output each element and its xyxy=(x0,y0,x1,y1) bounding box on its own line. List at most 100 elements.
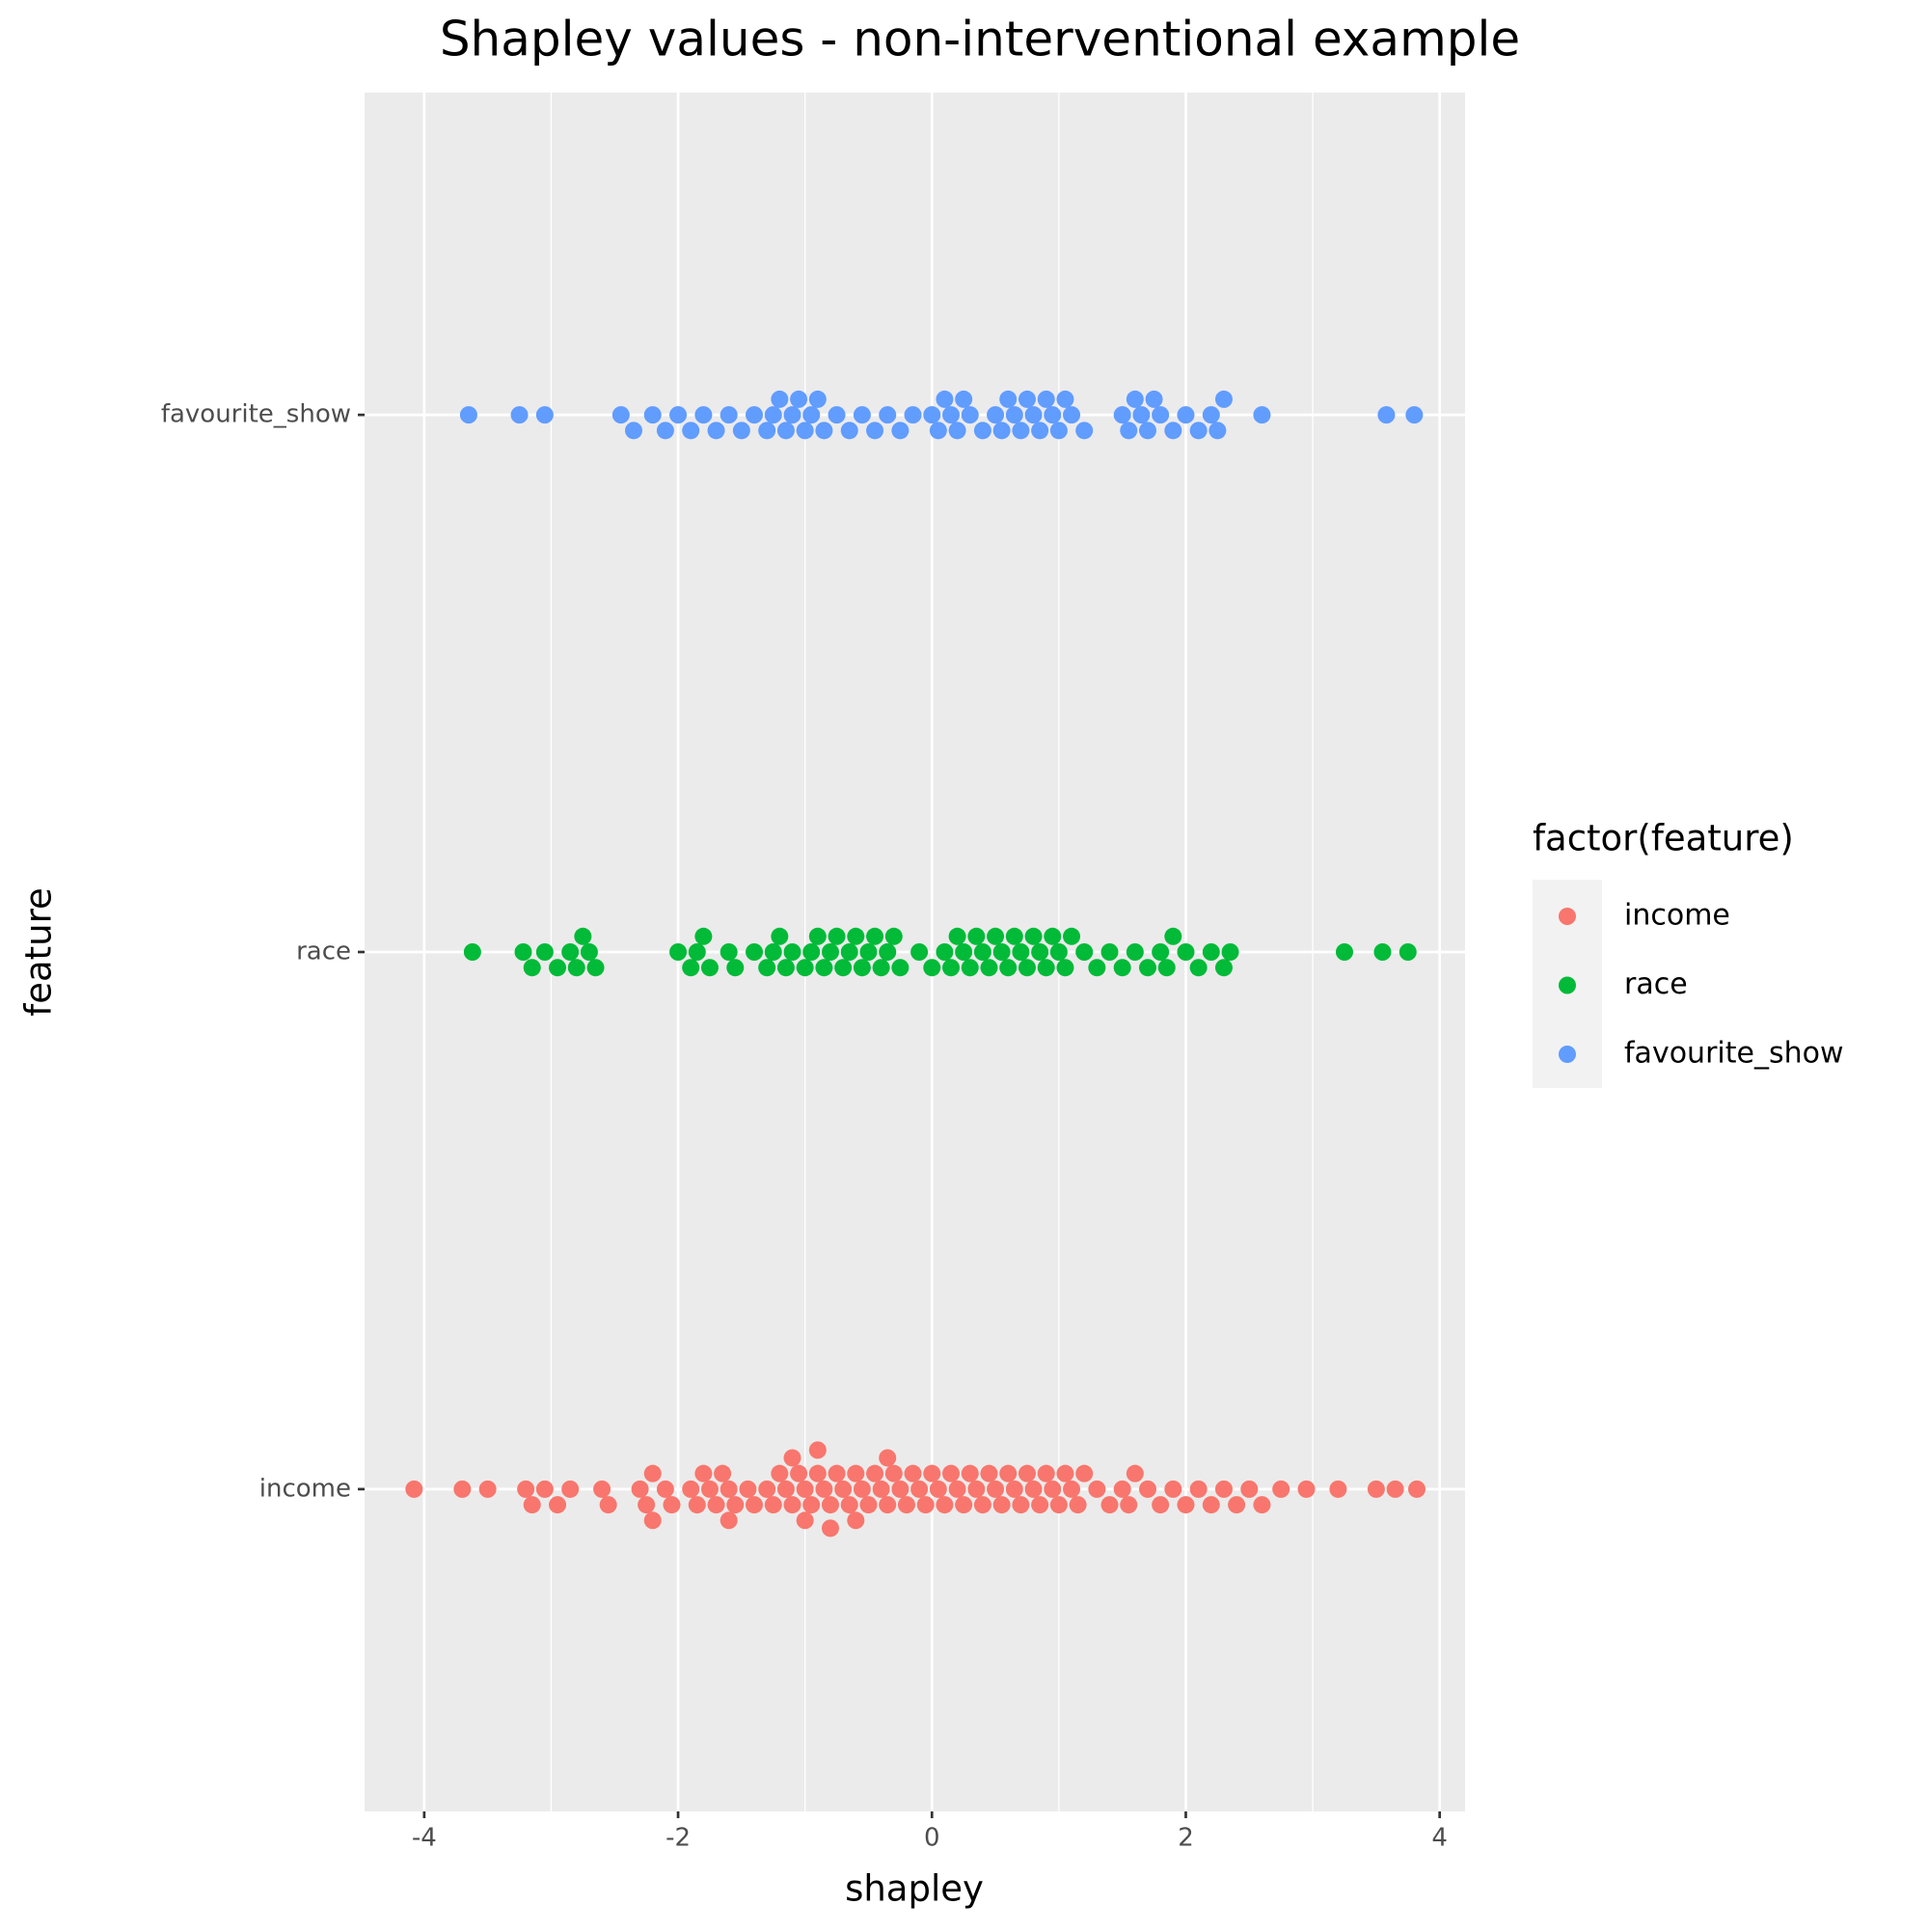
data-point xyxy=(828,1464,846,1483)
data-point xyxy=(891,1480,910,1498)
data-point xyxy=(884,927,903,945)
data-point xyxy=(987,927,1005,945)
y-tick-label: race xyxy=(296,938,351,966)
data-point xyxy=(1044,927,1062,945)
data-point xyxy=(828,927,846,945)
data-point xyxy=(783,943,801,961)
data-point xyxy=(682,959,700,977)
data-point xyxy=(1031,1496,1049,1514)
data-point xyxy=(999,390,1018,408)
data-point xyxy=(1120,422,1138,440)
data-point xyxy=(1113,406,1131,424)
data-point xyxy=(847,1511,865,1530)
data-point xyxy=(1145,390,1163,408)
data-point xyxy=(1152,1496,1170,1514)
data-point xyxy=(942,406,961,424)
y-axis-label: feature xyxy=(18,887,60,1017)
data-point xyxy=(739,1480,757,1498)
data-point xyxy=(758,422,776,440)
data-point xyxy=(669,406,688,424)
data-point xyxy=(1189,422,1208,440)
data-point xyxy=(758,959,776,977)
data-point xyxy=(567,959,585,977)
data-point xyxy=(783,406,801,424)
data-point xyxy=(821,1496,839,1514)
data-point xyxy=(884,1464,903,1483)
data-point xyxy=(948,422,966,440)
data-point xyxy=(987,1480,1005,1498)
data-point xyxy=(891,422,910,440)
data-point xyxy=(764,943,782,961)
data-point xyxy=(549,959,567,977)
data-point xyxy=(783,1496,801,1514)
data-point xyxy=(1069,1496,1087,1514)
data-point xyxy=(1329,1480,1347,1498)
data-point xyxy=(758,1480,776,1498)
data-point xyxy=(453,1480,472,1498)
data-point xyxy=(1253,1496,1271,1514)
data-point xyxy=(1100,1496,1119,1514)
data-point xyxy=(561,1480,580,1498)
data-point xyxy=(992,422,1011,440)
data-point xyxy=(802,1496,821,1514)
chart-title: Shapley values - non-interventional exam… xyxy=(440,12,1520,68)
data-point xyxy=(1164,422,1182,440)
data-point xyxy=(866,927,884,945)
data-point xyxy=(776,959,795,977)
data-point xyxy=(879,943,897,961)
data-point xyxy=(1018,390,1036,408)
data-point xyxy=(904,406,922,424)
data-point xyxy=(593,1480,611,1498)
data-point xyxy=(643,406,662,424)
data-point xyxy=(1152,943,1170,961)
data-point xyxy=(1005,927,1023,945)
data-point xyxy=(802,943,821,961)
data-point xyxy=(955,1496,973,1514)
data-point xyxy=(923,1464,941,1483)
data-point xyxy=(478,1480,497,1498)
data-point xyxy=(694,1464,713,1483)
data-point xyxy=(1012,422,1030,440)
legend-label: income xyxy=(1624,899,1730,933)
data-point xyxy=(821,1519,839,1537)
data-point xyxy=(746,1496,764,1514)
data-point xyxy=(771,390,789,408)
data-point xyxy=(1075,422,1094,440)
data-point xyxy=(910,943,929,961)
data-point xyxy=(1056,390,1074,408)
data-point xyxy=(1157,959,1176,977)
data-point xyxy=(1126,943,1144,961)
data-point xyxy=(726,1496,745,1514)
data-point xyxy=(1049,1496,1068,1514)
data-point xyxy=(1138,959,1156,977)
data-point xyxy=(1005,1480,1023,1498)
data-point xyxy=(808,390,827,408)
data-point xyxy=(828,406,846,424)
data-point xyxy=(929,422,947,440)
data-point xyxy=(1005,406,1023,424)
data-point xyxy=(973,943,991,961)
data-point xyxy=(916,1496,935,1514)
data-point xyxy=(700,959,719,977)
data-point xyxy=(1037,390,1055,408)
data-point xyxy=(514,943,532,961)
data-point xyxy=(923,406,941,424)
legend-key xyxy=(1559,1046,1576,1063)
data-point xyxy=(815,959,833,977)
x-tick-label: -4 xyxy=(412,1824,437,1853)
data-point xyxy=(643,1464,662,1483)
data-point xyxy=(999,1464,1018,1483)
data-point xyxy=(746,943,764,961)
data-point xyxy=(961,1464,979,1483)
data-point xyxy=(771,1464,789,1483)
data-point xyxy=(1386,1480,1404,1498)
data-point xyxy=(948,927,966,945)
data-point xyxy=(853,406,871,424)
data-point xyxy=(624,422,642,440)
data-point xyxy=(796,1480,814,1498)
data-point xyxy=(1049,943,1068,961)
data-point xyxy=(1018,1464,1036,1483)
data-point xyxy=(1113,1480,1131,1498)
data-point xyxy=(714,1464,732,1483)
data-point xyxy=(1049,422,1068,440)
